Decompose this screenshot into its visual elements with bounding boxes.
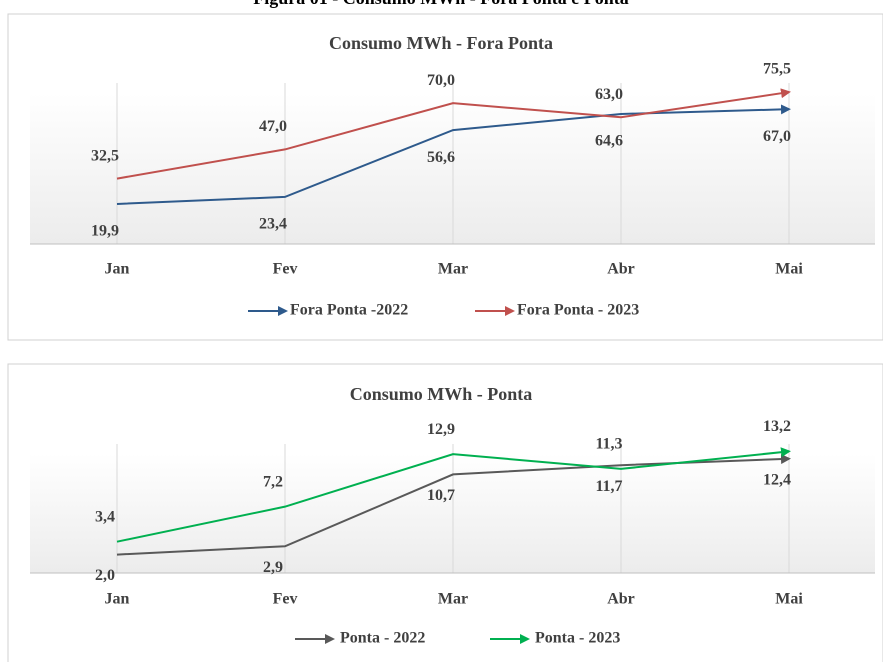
x-tick-label: Abr <box>607 261 635 278</box>
data-label: 3,4 <box>95 508 115 525</box>
line-series <box>116 447 791 543</box>
x-tick-label: Jan <box>105 591 130 608</box>
x-tick-label: Abr <box>607 591 635 608</box>
data-label: 10,7 <box>427 487 455 504</box>
data-label: 13,2 <box>763 418 791 435</box>
data-label: 47,0 <box>259 118 287 135</box>
data-label: 11,3 <box>595 436 622 453</box>
x-tick-label: Mai <box>775 591 803 608</box>
data-label: 23,4 <box>259 216 287 233</box>
data-label: 2,9 <box>263 559 283 576</box>
data-label: 32,5 <box>91 147 119 164</box>
x-tick-label: Mar <box>438 261 468 278</box>
caption: Figura 01 - Consumo MWh - Fora Ponta e P… <box>253 0 628 8</box>
data-label: 19,9 <box>91 223 119 240</box>
x-tick-label: Mar <box>438 591 468 608</box>
chart-title: Consumo MWh - Ponta <box>350 384 533 404</box>
x-tick-label: Fev <box>273 591 298 608</box>
legend-label: Fora Ponta -2022 <box>290 302 408 319</box>
data-label: 2,0 <box>95 567 115 584</box>
data-label: 12,4 <box>763 471 791 488</box>
x-tick-label: Mai <box>775 261 803 278</box>
x-tick-label: Fev <box>273 261 298 278</box>
data-label: 63,0 <box>595 86 623 103</box>
legend-label: Ponta - 2023 <box>535 630 620 647</box>
data-label: 67,0 <box>763 128 791 145</box>
data-label: 12,9 <box>427 421 455 438</box>
data-label: 7,2 <box>263 473 283 490</box>
line-series <box>116 104 791 205</box>
x-tick-label: Jan <box>105 261 130 278</box>
line-series <box>116 88 791 180</box>
chart-title: Consumo MWh - Fora Ponta <box>329 33 553 53</box>
data-label: 75,5 <box>763 61 791 78</box>
legend-label: Fora Ponta - 2023 <box>517 302 639 319</box>
data-label: 70,0 <box>427 72 455 89</box>
data-label: 11,7 <box>595 478 622 495</box>
data-label: 56,6 <box>427 149 455 166</box>
data-label: 64,6 <box>595 133 623 150</box>
legend-label: Ponta - 2022 <box>340 630 425 647</box>
